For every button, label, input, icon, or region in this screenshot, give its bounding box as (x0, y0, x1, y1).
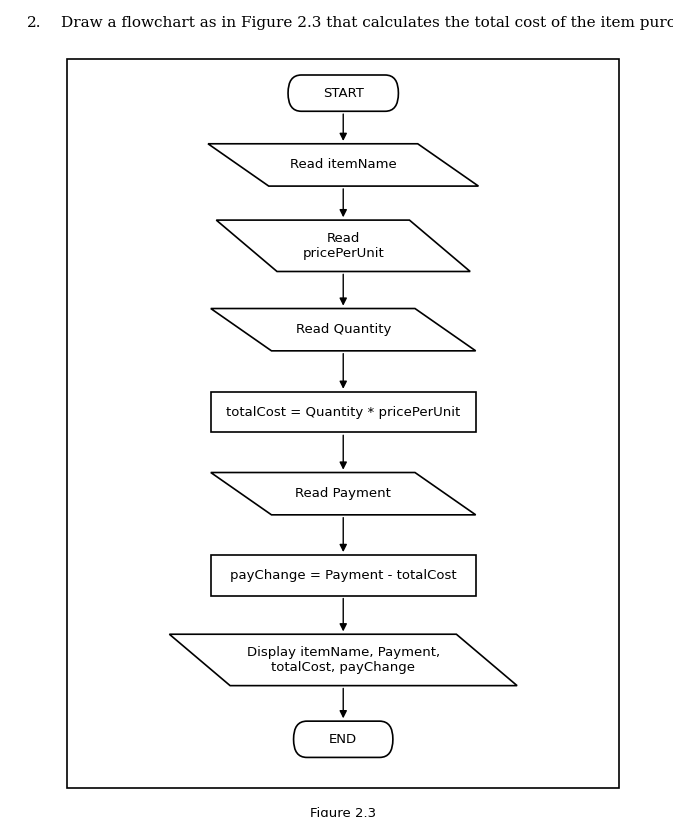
Polygon shape (211, 309, 476, 350)
FancyBboxPatch shape (288, 75, 398, 111)
Text: Display itemName, Payment,
totalCost, payChange: Display itemName, Payment, totalCost, pa… (247, 646, 439, 674)
Text: Read
pricePerUnit: Read pricePerUnit (302, 232, 384, 260)
Polygon shape (216, 220, 470, 271)
Bar (211, 555, 476, 596)
Polygon shape (211, 472, 476, 515)
Polygon shape (170, 634, 517, 685)
Text: Figure 2.3: Figure 2.3 (310, 807, 376, 817)
Bar (211, 391, 476, 432)
Polygon shape (208, 144, 479, 186)
Text: Read Quantity: Read Quantity (295, 324, 391, 336)
Text: Draw a flowchart as in Figure 2.3 that calculates the total cost of the item pur: Draw a flowchart as in Figure 2.3 that c… (61, 16, 673, 30)
Text: Read Payment: Read Payment (295, 487, 391, 500)
Text: END: END (329, 733, 357, 746)
Text: START: START (323, 87, 363, 100)
Text: 2.: 2. (27, 16, 42, 30)
FancyBboxPatch shape (293, 721, 393, 757)
FancyBboxPatch shape (67, 59, 619, 788)
Text: Read itemName: Read itemName (290, 158, 396, 172)
Text: totalCost = Quantity * pricePerUnit: totalCost = Quantity * pricePerUnit (226, 405, 460, 418)
Text: payChange = Payment - totalCost: payChange = Payment - totalCost (230, 569, 456, 582)
